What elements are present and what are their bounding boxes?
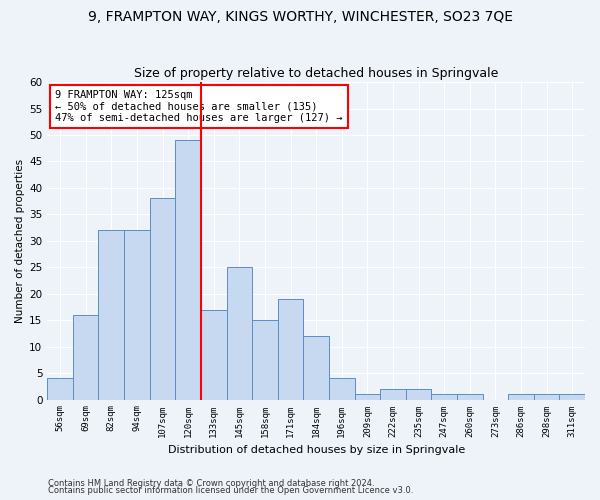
Bar: [175, 140, 201, 400]
Bar: [47, 378, 73, 400]
Text: Contains HM Land Registry data © Crown copyright and database right 2024.: Contains HM Land Registry data © Crown c…: [48, 478, 374, 488]
X-axis label: Distribution of detached houses by size in Springvale: Distribution of detached houses by size …: [167, 445, 465, 455]
Bar: [406, 389, 431, 400]
Bar: [457, 394, 482, 400]
Bar: [73, 315, 98, 400]
Bar: [355, 394, 380, 400]
Bar: [508, 394, 534, 400]
Text: 9 FRAMPTON WAY: 125sqm
← 50% of detached houses are smaller (135)
47% of semi-de: 9 FRAMPTON WAY: 125sqm ← 50% of detached…: [55, 90, 343, 123]
Bar: [304, 336, 329, 400]
Bar: [431, 394, 457, 400]
Bar: [252, 320, 278, 400]
Bar: [150, 198, 175, 400]
Bar: [534, 394, 559, 400]
Bar: [227, 268, 252, 400]
Text: 9, FRAMPTON WAY, KINGS WORTHY, WINCHESTER, SO23 7QE: 9, FRAMPTON WAY, KINGS WORTHY, WINCHESTE…: [88, 10, 512, 24]
Y-axis label: Number of detached properties: Number of detached properties: [15, 158, 25, 323]
Title: Size of property relative to detached houses in Springvale: Size of property relative to detached ho…: [134, 66, 499, 80]
Bar: [559, 394, 585, 400]
Bar: [124, 230, 150, 400]
Bar: [278, 299, 304, 400]
Bar: [201, 310, 227, 400]
Bar: [329, 378, 355, 400]
Text: Contains public sector information licensed under the Open Government Licence v3: Contains public sector information licen…: [48, 486, 413, 495]
Bar: [98, 230, 124, 400]
Bar: [380, 389, 406, 400]
